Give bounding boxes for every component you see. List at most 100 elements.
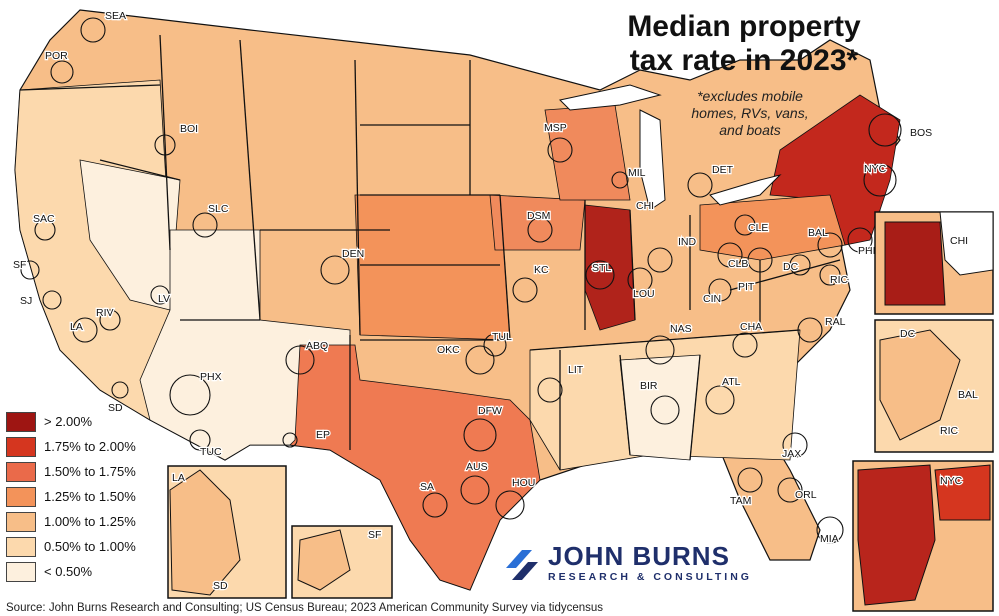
source-note: Source: John Burns Research and Consulti… bbox=[6, 602, 604, 614]
john-burns-logo: JOHN BURNS RESEARCH & CONSULTING bbox=[502, 542, 762, 588]
city-label: DC bbox=[783, 261, 799, 273]
city-label: LIT bbox=[568, 364, 584, 376]
legend-swatch bbox=[6, 486, 36, 507]
city-label: BOI bbox=[180, 123, 198, 135]
city-label: RIC bbox=[830, 274, 849, 286]
region-midwest-high bbox=[489, 194, 586, 251]
inset-dc-label: BAL bbox=[958, 389, 978, 401]
legend-label: 1.00% to 1.25% bbox=[44, 514, 136, 529]
title-block: Median property tax rate in 2023* bbox=[609, 10, 879, 78]
city-label: PIT bbox=[738, 281, 755, 293]
city-label: MIL bbox=[628, 167, 646, 179]
legend-item: 1.75% to 2.00% bbox=[6, 435, 166, 458]
legend-item: 0.50% to 1.00% bbox=[6, 535, 166, 558]
legend-item: < 0.50% bbox=[6, 560, 166, 583]
state-borders bbox=[19, 34, 841, 470]
region-northeast-highest bbox=[769, 94, 901, 246]
legend-item: 1.25% to 1.50% bbox=[6, 485, 166, 508]
city-label: CHI bbox=[636, 200, 654, 212]
legend-swatch bbox=[6, 536, 36, 557]
footnote-line: and boats bbox=[719, 122, 781, 138]
lake-superior bbox=[558, 84, 662, 111]
city-label: DFW bbox=[478, 405, 502, 417]
lake-michigan bbox=[639, 109, 666, 211]
footnote-line: homes, RVs, vans, bbox=[691, 105, 809, 121]
city-label: SEA bbox=[105, 10, 126, 22]
city-label: OKC bbox=[437, 344, 460, 356]
region-plains-high bbox=[354, 194, 511, 341]
city-label: RAL bbox=[825, 316, 846, 328]
legend-label: 1.50% to 1.75% bbox=[44, 464, 136, 479]
inset-nyc: NYC bbox=[852, 460, 994, 612]
city-label: SLC bbox=[208, 203, 229, 215]
lake-erie bbox=[709, 174, 782, 206]
legend-label: 0.50% to 1.00% bbox=[44, 539, 136, 554]
inset-dc-label: RIC bbox=[940, 425, 959, 437]
city-label: CLE bbox=[748, 222, 768, 234]
inset-dc: DC BAL RIC bbox=[874, 319, 994, 453]
city-label: LA bbox=[70, 321, 83, 333]
region-wisconsin-high bbox=[544, 104, 631, 201]
city-label: SF bbox=[13, 259, 26, 271]
city-label: TUC bbox=[200, 446, 222, 458]
city-label: DSM bbox=[527, 210, 550, 222]
inset-la: LA SD bbox=[167, 465, 287, 599]
legend-swatch bbox=[6, 511, 36, 532]
inset-chicago: CHI bbox=[874, 211, 994, 315]
legend-swatch bbox=[6, 436, 36, 457]
logo-main-text: JOHN BURNS bbox=[548, 541, 730, 571]
footnote: *excludes mobile homes, RVs, vans, and b… bbox=[680, 88, 820, 139]
city-labels: SEA POR BOI SAC SF SJ LA RIV SD LV PHX T… bbox=[12, 9, 934, 547]
city-label: TUL bbox=[492, 331, 512, 343]
city-label: SA bbox=[420, 481, 434, 493]
legend: > 2.00% 1.75% to 2.00% 1.50% to 1.75% 1.… bbox=[6, 410, 166, 585]
city-label: BOS bbox=[910, 127, 932, 139]
city-label: BAL bbox=[808, 227, 828, 239]
city-label: BIR bbox=[640, 380, 658, 392]
map-title-line-2: tax rate in 2023* bbox=[629, 44, 859, 77]
city-label: DEN bbox=[342, 248, 364, 260]
region-ohio-penn bbox=[699, 194, 846, 261]
city-label: LOU bbox=[633, 288, 655, 300]
city-label: MIA bbox=[820, 533, 839, 545]
inset-dc-label: DC bbox=[900, 328, 916, 340]
legend-label: < 0.50% bbox=[44, 564, 93, 579]
region-texas-high bbox=[289, 344, 541, 591]
city-label: SD bbox=[108, 402, 123, 414]
inset-nyc-label: NYC bbox=[940, 475, 963, 487]
legend-swatch bbox=[6, 461, 36, 482]
city-label: CLB bbox=[728, 258, 748, 270]
inset-sf: SF bbox=[291, 525, 393, 599]
city-label: JAX bbox=[782, 448, 801, 460]
legend-swatch bbox=[6, 411, 36, 432]
city-label: LV bbox=[158, 293, 170, 305]
city-label: DET bbox=[712, 164, 734, 176]
legend-item: > 2.00% bbox=[6, 410, 166, 433]
legend-swatch bbox=[6, 561, 36, 582]
metro-outlines bbox=[20, 17, 902, 544]
city-label: NYC bbox=[864, 163, 887, 175]
city-label: ORL bbox=[795, 489, 817, 501]
city-label: PHX bbox=[200, 371, 222, 383]
inset-chicago-label: CHI bbox=[950, 235, 968, 247]
inset-la-label: LA bbox=[172, 472, 185, 484]
logo-mark-icon bbox=[506, 550, 538, 580]
city-label: EP bbox=[316, 429, 330, 441]
legend-item: 1.00% to 1.25% bbox=[6, 510, 166, 533]
footnote-line: *excludes mobile bbox=[697, 88, 803, 104]
legend-label: 1.75% to 2.00% bbox=[44, 439, 136, 454]
city-label: KC bbox=[534, 264, 549, 276]
city-label: CIN bbox=[703, 293, 721, 305]
inset-la-label: SD bbox=[213, 580, 228, 592]
legend-label: > 2.00% bbox=[44, 414, 93, 429]
legend-label: 1.25% to 1.50% bbox=[44, 489, 136, 504]
city-label: ABQ bbox=[306, 340, 328, 352]
city-label: AUS bbox=[466, 461, 488, 473]
region-nevada-lowest bbox=[79, 159, 181, 311]
city-label: STL bbox=[592, 262, 611, 274]
inset-sf-label: SF bbox=[368, 529, 381, 541]
city-label: NAS bbox=[670, 323, 692, 335]
city-label: RIV bbox=[96, 307, 114, 319]
